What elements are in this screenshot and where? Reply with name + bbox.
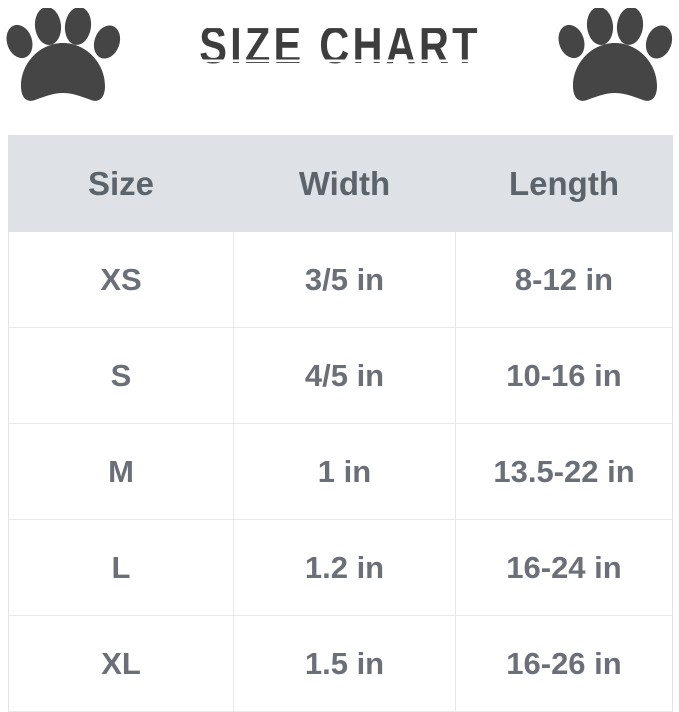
column-header-size: Size — [8, 135, 234, 232]
cell-size: M — [8, 423, 234, 520]
page-title: SIZE CHART — [199, 16, 481, 74]
cell-width: 4/5 in — [233, 327, 456, 424]
table-row: L 1.2 in 16-24 in — [8, 519, 673, 616]
cell-width: 1.5 in — [233, 615, 456, 712]
cell-width: 1 in — [233, 423, 456, 520]
column-header-width: Width — [233, 135, 456, 232]
table-row: M 1 in 13.5-22 in — [8, 423, 673, 520]
header-band: SIZE CHART SIZE CHART — [0, 0, 679, 130]
table-row: S 4/5 in 10-16 in — [8, 327, 673, 424]
cell-length: 16-26 in — [455, 615, 673, 712]
cell-length: 16-24 in — [455, 519, 673, 616]
page-title-text: SIZE CHART — [199, 16, 481, 74]
table-row: XS 3/5 in 8-12 in — [8, 231, 673, 328]
cell-width: 1.2 in — [233, 519, 456, 616]
column-header-length: Length — [455, 135, 673, 232]
paw-print-icon — [6, 8, 124, 106]
cell-size: L — [8, 519, 234, 616]
cell-size: S — [8, 327, 234, 424]
table-header-row: Size Width Length — [8, 135, 673, 232]
cell-size: XS — [8, 231, 234, 328]
cell-length: 10-16 in — [455, 327, 673, 424]
cell-length: 8-12 in — [455, 231, 673, 328]
cell-size: XL — [8, 615, 234, 712]
table-row: XL 1.5 in 16-26 in — [8, 615, 673, 712]
cell-width: 3/5 in — [233, 231, 456, 328]
cell-length: 13.5-22 in — [455, 423, 673, 520]
size-chart-table: Size Width Length XS 3/5 in 8-12 in S 4/… — [8, 135, 673, 712]
paw-print-icon — [558, 8, 676, 106]
